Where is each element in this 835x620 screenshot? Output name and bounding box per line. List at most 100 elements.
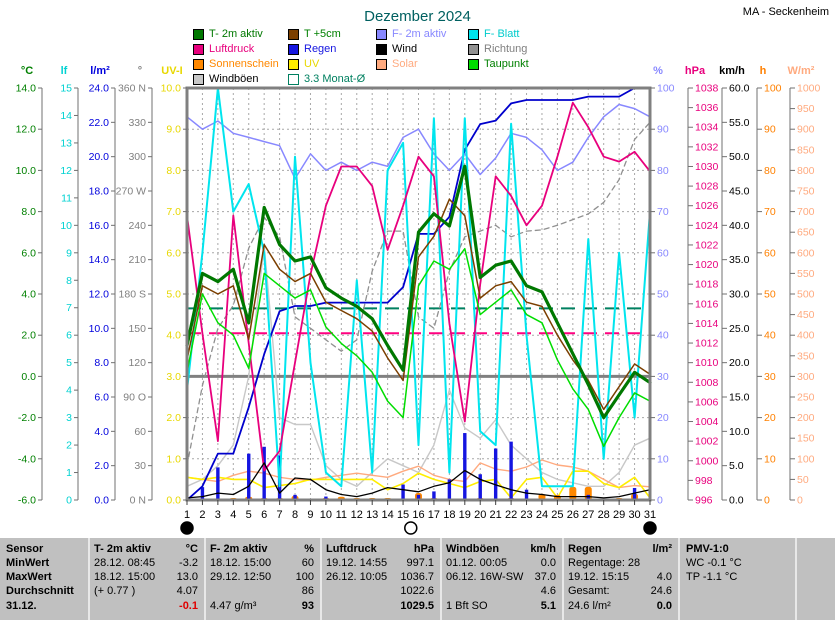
legend-swatch-icon bbox=[288, 73, 299, 85]
svg-text:1004: 1004 bbox=[695, 416, 719, 428]
svg-text:0.0: 0.0 bbox=[166, 495, 181, 507]
svg-text:9: 9 bbox=[66, 247, 72, 259]
svg-text:60: 60 bbox=[134, 426, 146, 438]
svg-text:3: 3 bbox=[215, 509, 221, 521]
svg-text:6: 6 bbox=[261, 509, 267, 521]
svg-text:30: 30 bbox=[134, 460, 146, 472]
svg-text:800: 800 bbox=[797, 165, 815, 177]
stats-group-name: Windböen bbox=[446, 543, 500, 555]
svg-text:40.0: 40.0 bbox=[729, 220, 750, 232]
svg-text:25: 25 bbox=[551, 509, 563, 521]
svg-text:14: 14 bbox=[60, 110, 72, 122]
svg-text:13: 13 bbox=[366, 509, 378, 521]
svg-text:10.0: 10.0 bbox=[161, 83, 182, 95]
stats-detail: 24.6 l/m² bbox=[568, 600, 611, 612]
stats-table: Sensor MinWert MaxWert Durchschnitt 31.12. T-… bbox=[0, 538, 835, 620]
axis-lm2: 0.0 2.0 4.0 6.0 8.0 10.0 12.0 14.0 16.0 18.0 20.0 2… bbox=[89, 65, 116, 507]
svg-text:18.0: 18.0 bbox=[89, 186, 110, 198]
moon-phase-new-icon bbox=[643, 521, 657, 535]
legend-swatch-icon bbox=[193, 28, 204, 40]
svg-text:1002: 1002 bbox=[695, 436, 719, 448]
stats-detail: 29.12. 12:50 bbox=[210, 571, 272, 583]
legend-item-f-2m-aktiv: F- 2m aktiv bbox=[376, 28, 468, 40]
svg-text:10: 10 bbox=[60, 220, 72, 232]
table-cell: -0.1 bbox=[94, 600, 198, 612]
svg-text:11: 11 bbox=[61, 192, 72, 204]
legend-item-windb-en: Windböen bbox=[193, 73, 288, 85]
svg-text:12: 12 bbox=[60, 165, 72, 177]
svg-text:20: 20 bbox=[657, 412, 669, 424]
svg-text:1036: 1036 bbox=[695, 102, 719, 114]
stats-group-name: PMV-1:0 bbox=[686, 543, 729, 555]
svg-text:60: 60 bbox=[657, 247, 669, 259]
svg-text:10: 10 bbox=[320, 509, 332, 521]
svg-text:5: 5 bbox=[246, 509, 252, 521]
svg-text:10.0: 10.0 bbox=[89, 323, 110, 335]
axis-temp: -6.0 -4.0 -2.0 0.0 2.0 4.0 6.0 8.0 10.0 12.0 14.0 °… bbox=[16, 65, 43, 507]
svg-text:25.0: 25.0 bbox=[729, 323, 750, 335]
series-f-2m-aktiv bbox=[186, 103, 651, 180]
legend-label: T +5cm bbox=[304, 28, 341, 40]
svg-text:180 S: 180 S bbox=[119, 289, 146, 301]
stats-value: 86 bbox=[301, 585, 314, 597]
legend-swatch-icon bbox=[468, 28, 479, 40]
svg-text:90: 90 bbox=[764, 124, 776, 136]
table-cell: 4.47 g/m³ 93 bbox=[210, 600, 314, 612]
svg-text:5.0: 5.0 bbox=[729, 460, 744, 472]
table-cell: Windböen km/h bbox=[446, 543, 556, 555]
svg-text:21: 21 bbox=[490, 509, 502, 521]
table-cell: F- 2m aktiv% bbox=[210, 543, 314, 555]
table-cell: 06.12. 16W-SW 37.0 bbox=[446, 571, 556, 583]
svg-text:30: 30 bbox=[657, 371, 669, 383]
table-cell: 31.12. bbox=[6, 600, 84, 612]
table-cell: (+ 0.77 ) 4.07 bbox=[94, 585, 198, 597]
stats-detail: (+ 0.77 ) bbox=[94, 585, 136, 597]
svg-text:996: 996 bbox=[695, 495, 713, 507]
legend-item-sonnenschein: Sonnenschein bbox=[193, 58, 288, 70]
svg-text:8: 8 bbox=[66, 275, 72, 287]
svg-text:1000: 1000 bbox=[797, 83, 821, 95]
svg-text:2: 2 bbox=[199, 509, 205, 521]
svg-text:50: 50 bbox=[797, 474, 809, 486]
svg-text:210: 210 bbox=[128, 254, 146, 266]
svg-text:1024: 1024 bbox=[695, 220, 719, 232]
legend-label: UV bbox=[304, 58, 320, 70]
svg-text:150: 150 bbox=[128, 323, 146, 335]
table-separator bbox=[795, 538, 797, 620]
axis-unit-kmh: km/h bbox=[719, 65, 745, 77]
svg-text:2: 2 bbox=[66, 440, 72, 452]
svg-text:16: 16 bbox=[412, 509, 424, 521]
svg-text:1038: 1038 bbox=[695, 83, 719, 95]
svg-text:330: 330 bbox=[128, 117, 146, 129]
table-separator bbox=[204, 538, 206, 620]
series-wind bbox=[186, 462, 651, 499]
series-taupunkt bbox=[186, 247, 651, 448]
svg-text:1016: 1016 bbox=[695, 298, 719, 310]
svg-text:100: 100 bbox=[797, 453, 815, 465]
svg-text:400: 400 bbox=[797, 330, 815, 342]
svg-text:30.0: 30.0 bbox=[729, 289, 750, 301]
series-luftdruck bbox=[186, 101, 651, 472]
svg-text:5: 5 bbox=[66, 357, 72, 369]
stats-value: 100 bbox=[295, 571, 314, 583]
svg-text:70: 70 bbox=[657, 206, 669, 218]
svg-text:9: 9 bbox=[307, 509, 313, 521]
table-cell: MaxWert bbox=[6, 571, 84, 583]
svg-text:40: 40 bbox=[657, 330, 669, 342]
stats-group-name: Luftdruck bbox=[326, 543, 377, 555]
legend-label: 3.3 Monat-Ø bbox=[304, 73, 366, 85]
moon-phase-new-icon bbox=[180, 521, 194, 535]
table-cell: MinWert bbox=[6, 557, 84, 569]
axis-unit-uvi: UV-I bbox=[161, 65, 182, 77]
axis-kmh: 0.0 5.0 10.0 15.0 20.0 25.0 30.0 35.0 40.0 45.0 50… bbox=[719, 65, 749, 507]
stats-group-name: T- 2m aktiv bbox=[94, 543, 151, 555]
stats-detail: Gesamt: bbox=[568, 585, 610, 597]
svg-text:450: 450 bbox=[797, 309, 815, 321]
axis-unit-h: h bbox=[760, 65, 767, 77]
svg-text:45.0: 45.0 bbox=[729, 186, 750, 198]
svg-text:80: 80 bbox=[657, 165, 669, 177]
axis-dir: 0 N 30 60 90 O 120 150 180 S 210 240 270 W 300 330 3… bbox=[116, 65, 153, 507]
legend-label: Windböen bbox=[209, 73, 259, 85]
table-cell: WC -0.1 °C bbox=[686, 557, 790, 569]
